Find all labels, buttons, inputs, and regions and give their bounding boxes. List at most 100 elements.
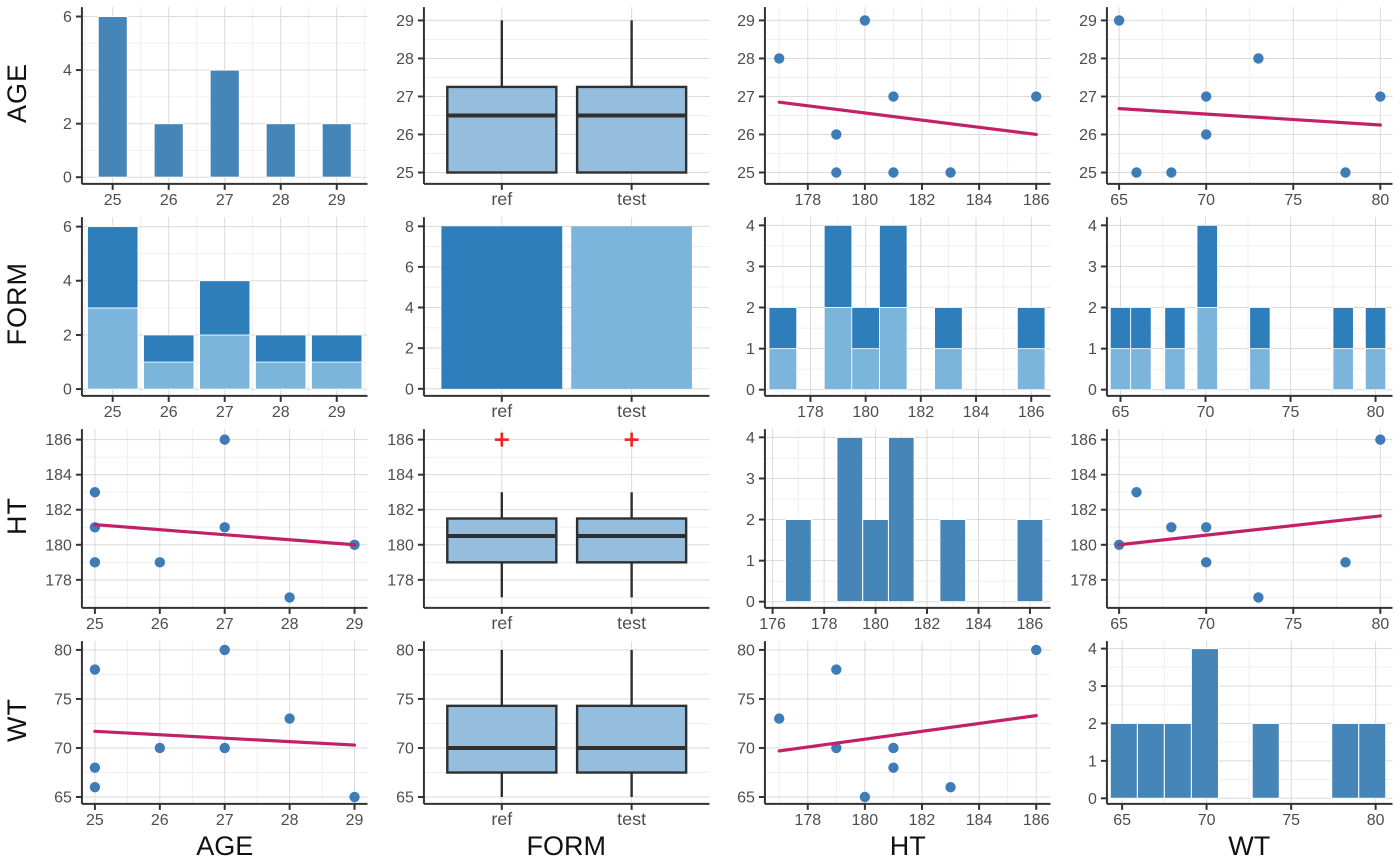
svg-text:70: 70 [54,740,72,757]
svg-text:0: 0 [63,170,72,187]
panel-age-wt-scatter: 25 26 27 28 29 65 70 75 80 [1058,0,1400,210]
svg-text:ref: ref [491,613,513,633]
svg-text:65: 65 [54,789,72,806]
svg-text:182: 182 [914,616,941,633]
svg-text:4: 4 [405,300,414,317]
svg-text:8: 8 [405,219,414,236]
panel-age-age-histogram: 0 2 4 6 25 26 27 28 29 [34,0,376,210]
svg-text:180: 180 [852,812,879,829]
svg-text:70: 70 [1197,812,1215,829]
svg-text:28: 28 [272,192,290,209]
svg-text:3: 3 [1088,259,1097,276]
svg-text:75: 75 [54,691,72,708]
svg-text:65: 65 [1111,404,1129,421]
svg-text:80: 80 [737,642,755,659]
svg-text:ref: ref [491,401,513,421]
svg-text:4: 4 [746,430,755,447]
svg-text:2: 2 [63,327,72,344]
svg-text:182: 182 [387,502,414,519]
svg-text:26: 26 [151,616,169,633]
panel-form-age-stacked-histogram: 0 2 4 6 25 26 27 28 29 [34,210,376,422]
svg-text:28: 28 [281,616,299,633]
svg-text:184: 184 [966,812,993,829]
svg-text:test: test [617,613,646,633]
svg-text:75: 75 [1284,616,1302,633]
svg-text:6: 6 [63,9,72,26]
svg-text:75: 75 [396,691,414,708]
svg-text:4: 4 [746,218,755,235]
svg-text:2: 2 [1088,716,1097,733]
svg-text:75: 75 [1284,192,1302,209]
svg-text:178: 178 [797,404,824,421]
svg-text:29: 29 [346,812,364,829]
svg-text:0: 0 [1088,791,1097,808]
svg-text:26: 26 [396,127,414,144]
svg-text:182: 182 [1070,502,1097,519]
svg-text:6: 6 [63,219,72,236]
svg-text:28: 28 [1079,51,1097,68]
svg-text:2: 2 [405,341,414,358]
svg-text:186: 186 [1070,432,1097,449]
svg-text:184: 184 [966,192,993,209]
svg-text:28: 28 [396,51,414,68]
panel-ht-form-boxplot: 178 180 182 184 186 ref test [375,422,717,634]
svg-text:26: 26 [160,192,178,209]
svg-text:26: 26 [1079,127,1097,144]
svg-text:184: 184 [45,467,72,484]
svg-text:180: 180 [862,616,889,633]
panel-form-ht-stacked-histogram: 0 1 2 3 4 178 180 182 184 186 [717,210,1059,422]
svg-text:ref: ref [491,809,513,829]
svg-text:178: 178 [811,616,838,633]
panel-age-form-boxplot: 25 26 27 28 29 ref test [375,0,717,210]
svg-text:178: 178 [45,572,72,589]
svg-text:25: 25 [86,812,104,829]
svg-text:27: 27 [216,616,234,633]
svg-text:182: 182 [45,502,72,519]
row-label-age-text: AGE [1,62,32,124]
svg-text:0: 0 [63,382,72,399]
svg-text:186: 186 [387,432,414,449]
svg-text:25: 25 [737,165,755,182]
panel-form-wt-stacked-histogram: 0 1 2 3 4 65 70 75 80 [1058,210,1400,422]
svg-text:29: 29 [328,192,346,209]
row-label-wt: WT [0,634,34,830]
svg-text:2: 2 [746,512,755,529]
svg-text:186: 186 [1017,616,1044,633]
svg-text:ref: ref [491,189,513,209]
panel-wt-wt-histogram: 0 1 2 3 4 65 70 75 80 [1058,634,1400,830]
svg-text:27: 27 [1079,89,1097,106]
panel-ht-age-scatter: 178 180 182 184 186 25 26 27 28 29 [34,422,376,634]
row-label-form: FORM [0,210,34,422]
svg-text:182: 182 [907,404,934,421]
svg-text:test: test [617,809,646,829]
svg-text:4: 4 [63,273,72,290]
svg-text:26: 26 [151,812,169,829]
svg-text:186: 186 [45,432,72,449]
panel-wt-age-scatter: 65 70 75 80 25 26 27 28 29 [34,634,376,830]
svg-text:29: 29 [1079,13,1097,30]
svg-text:27: 27 [737,89,755,106]
svg-text:3: 3 [746,259,755,276]
svg-text:180: 180 [1070,537,1097,554]
svg-text:75: 75 [1282,812,1300,829]
svg-text:4: 4 [63,63,72,80]
svg-text:182: 182 [909,812,936,829]
svg-text:180: 180 [852,404,879,421]
svg-text:0: 0 [1088,382,1097,399]
svg-text:27: 27 [216,812,234,829]
svg-text:25: 25 [86,616,104,633]
svg-text:184: 184 [1070,467,1097,484]
svg-text:65: 65 [1110,616,1128,633]
panel-wt-form-boxplot: 65 70 75 80 ref test [375,634,717,830]
svg-text:6: 6 [405,259,414,276]
row-label-wt-text: WT [1,698,32,742]
svg-text:65: 65 [1113,812,1131,829]
svg-text:25: 25 [104,192,122,209]
svg-text:0: 0 [405,381,414,398]
col-title-wt: WT [1228,831,1271,861]
svg-text:180: 180 [45,537,72,554]
svg-text:184: 184 [387,467,414,484]
svg-text:178: 178 [794,812,821,829]
row-label-age: AGE [0,0,34,210]
svg-text:80: 80 [1371,192,1389,209]
